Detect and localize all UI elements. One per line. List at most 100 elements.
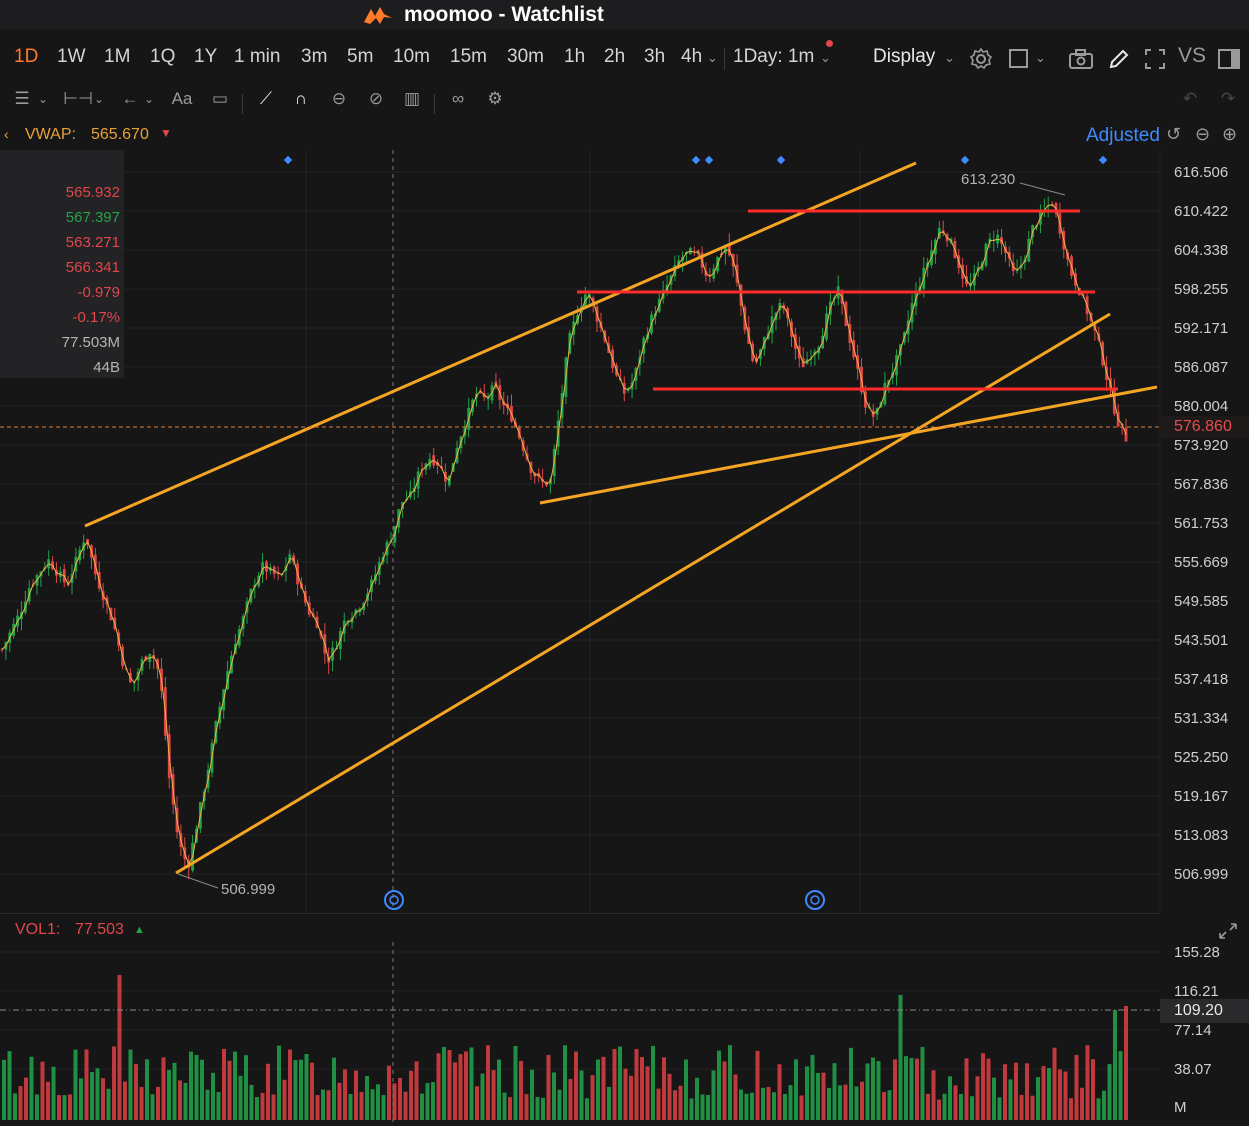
volume-bar bbox=[13, 1093, 17, 1120]
text-tool-icon[interactable]: Aa bbox=[171, 89, 193, 108]
link-icon[interactable]: ∞ bbox=[451, 89, 465, 108]
volume-bar bbox=[1008, 1079, 1013, 1120]
support-trendline bbox=[539, 385, 1158, 505]
tab-30m[interactable]: 30m bbox=[507, 46, 544, 67]
expand-volume-icon[interactable] bbox=[1216, 920, 1240, 942]
panel-toggle-icon[interactable] bbox=[1216, 46, 1242, 72]
volume-bar bbox=[909, 1058, 914, 1120]
volume-bar bbox=[205, 1089, 210, 1120]
volume-bar bbox=[629, 1075, 633, 1120]
lock-drawings-icon[interactable]: ⊖ bbox=[331, 89, 347, 108]
volume-bar bbox=[744, 1093, 749, 1120]
fullscreen-icon[interactable] bbox=[1142, 46, 1168, 72]
tab-3m[interactable]: 3m bbox=[301, 46, 328, 67]
zoom-out-icon[interactable]: ⊖ bbox=[1195, 124, 1211, 144]
comment-icon[interactable]: ▭ bbox=[211, 89, 229, 108]
volume-bar bbox=[387, 1065, 391, 1120]
chevron-down-icon[interactable]: ⌄ bbox=[93, 92, 105, 106]
volume-bar bbox=[601, 1056, 606, 1120]
layout-square-icon[interactable] bbox=[1007, 46, 1033, 72]
zoom-in-icon[interactable]: ⊕ bbox=[1222, 124, 1238, 144]
tab-1d[interactable]: 1D bbox=[14, 46, 39, 67]
tab-2h[interactable]: 2h bbox=[604, 46, 626, 67]
redo-icon[interactable]: ↷ bbox=[1220, 89, 1236, 108]
volume-bar bbox=[2, 1059, 6, 1120]
earnings-marker-icon bbox=[384, 890, 404, 910]
collapse-arrow-icon[interactable]: ‹ bbox=[4, 126, 9, 142]
price-tick: 561.753 bbox=[1174, 515, 1229, 532]
volume-bar bbox=[887, 1090, 892, 1120]
chevron-down-icon[interactable]: ⌄ bbox=[820, 50, 831, 65]
volume-chart[interactable] bbox=[0, 942, 1249, 1126]
volume-bar bbox=[315, 1095, 320, 1120]
volume-bar bbox=[981, 1053, 985, 1120]
volume-bar bbox=[832, 1063, 837, 1120]
volume-bar bbox=[249, 1084, 254, 1120]
chart-grid bbox=[0, 150, 1161, 912]
volume-bar bbox=[376, 1084, 380, 1120]
price-chart[interactable]: 613.230 506.999 bbox=[0, 150, 1249, 918]
tab-10m[interactable]: 10m bbox=[393, 46, 430, 67]
event-marker bbox=[1098, 155, 1108, 165]
tab-1h[interactable]: 1h bbox=[564, 46, 586, 67]
volume-bar bbox=[7, 1051, 12, 1120]
tab-1min[interactable]: 1 min bbox=[234, 46, 281, 67]
range-icon[interactable]: ⊢⊣ bbox=[63, 89, 93, 108]
volume-bar bbox=[673, 1090, 677, 1120]
title-bar: moomoo - Watchlist bbox=[0, 0, 1249, 30]
volume-bar bbox=[519, 1060, 523, 1120]
tab-1y[interactable]: 1Y bbox=[194, 46, 218, 67]
tab-3h[interactable]: 3h bbox=[644, 46, 666, 67]
volume-bar bbox=[552, 1072, 556, 1120]
event-marker bbox=[776, 155, 786, 165]
trendline-tool-icon[interactable]: ⟋ bbox=[260, 89, 272, 108]
volume-bar bbox=[238, 1075, 243, 1120]
earnings-marker-icon bbox=[805, 890, 825, 910]
vs-compare-button[interactable]: VS bbox=[1178, 44, 1207, 67]
interval-select[interactable]: 1Day: 1m bbox=[733, 46, 815, 67]
pencil-icon[interactable] bbox=[1106, 46, 1132, 72]
tab-15m[interactable]: 15m bbox=[450, 46, 487, 67]
volume-bar bbox=[365, 1075, 369, 1120]
chevron-down-icon[interactable]: ⌄ bbox=[944, 50, 955, 65]
price-tick: 549.585 bbox=[1174, 593, 1229, 610]
chart-type-icon[interactable]: ☰ bbox=[14, 89, 30, 108]
volume-bar bbox=[211, 1072, 215, 1120]
hide-drawings-icon[interactable]: ⊘ bbox=[368, 89, 384, 108]
chevron-down-icon[interactable]: ⌄ bbox=[1035, 50, 1046, 65]
trash-icon[interactable]: ▥ bbox=[403, 89, 421, 108]
chevron-down-icon[interactable]: ⌄ bbox=[707, 50, 718, 65]
volume-bar bbox=[425, 1083, 430, 1120]
volume-bar bbox=[156, 1086, 160, 1120]
undo-icon[interactable]: ↶ bbox=[1182, 89, 1198, 108]
tab-1w[interactable]: 1W bbox=[57, 46, 86, 67]
chevron-down-icon[interactable]: ⌄ bbox=[143, 92, 155, 106]
drawing-settings-icon[interactable]: ⚙ bbox=[487, 89, 503, 108]
tab-1m[interactable]: 1M bbox=[104, 46, 131, 67]
turnover-value: 44B bbox=[93, 359, 120, 376]
adjusted-toggle[interactable]: Adjusted bbox=[1086, 125, 1160, 146]
chevron-down-icon[interactable]: ⌄ bbox=[37, 92, 49, 106]
candle-body bbox=[1124, 427, 1128, 442]
arrow-left-icon[interactable]: ← bbox=[121, 89, 139, 108]
volume-bar bbox=[898, 995, 903, 1120]
camera-icon[interactable] bbox=[1067, 46, 1095, 72]
volume-bar bbox=[57, 1095, 61, 1120]
display-button[interactable]: Display bbox=[873, 46, 936, 67]
settings-gear-icon[interactable] bbox=[968, 46, 994, 72]
tab-1q[interactable]: 1Q bbox=[150, 46, 176, 67]
tab-4h[interactable]: 4h bbox=[681, 46, 703, 67]
volume-bar bbox=[684, 1059, 688, 1120]
volume-bar bbox=[865, 1063, 870, 1120]
magnet-icon[interactable]: ∩ bbox=[294, 89, 308, 108]
volume-label[interactable]: VOL1: bbox=[15, 921, 61, 938]
volume-bar bbox=[1096, 1098, 1101, 1120]
reset-icon[interactable]: ↺ bbox=[1166, 124, 1182, 144]
divider bbox=[242, 94, 243, 114]
volume-bar bbox=[227, 1060, 232, 1120]
vwap-label[interactable]: VWAP: bbox=[25, 126, 76, 143]
volume-bar bbox=[288, 1049, 292, 1120]
tab-5m[interactable]: 5m bbox=[347, 46, 374, 67]
volume-bar bbox=[623, 1068, 628, 1120]
volume-bar bbox=[216, 1092, 221, 1120]
